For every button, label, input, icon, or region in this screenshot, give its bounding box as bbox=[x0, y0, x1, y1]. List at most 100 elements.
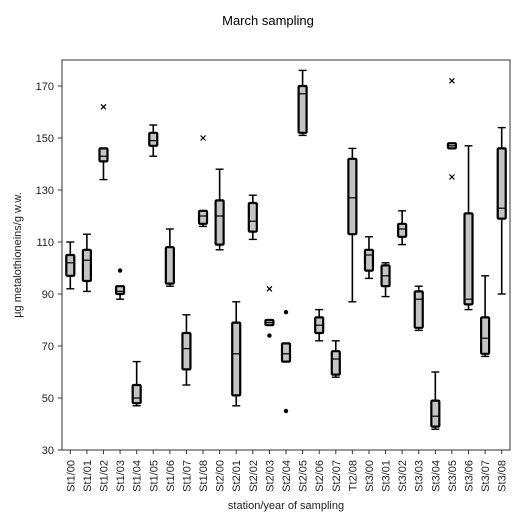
boxplot-St1/05 bbox=[148, 124, 159, 157]
boxplot-St2/07 bbox=[330, 340, 341, 378]
boxplot-St2/03 bbox=[264, 285, 275, 338]
x-tick-label: St1/00 bbox=[65, 460, 77, 492]
boxplot-St1/07 bbox=[181, 314, 192, 386]
boxplot-St2/05 bbox=[297, 69, 308, 137]
y-tick-label: 170 bbox=[36, 81, 54, 93]
outlier-cross-stroke bbox=[449, 174, 455, 180]
x-tick-label: St3/01 bbox=[381, 460, 393, 492]
boxplot-St3/06 bbox=[463, 145, 474, 311]
boxplot-St2/06 bbox=[314, 308, 325, 342]
boxplot-St1/00 bbox=[65, 241, 76, 290]
boxplot-Tt2/08 bbox=[347, 147, 358, 303]
box-iqr bbox=[363, 248, 375, 272]
y-tick-label: 90 bbox=[42, 289, 54, 301]
x-tick-label: Tt2/08 bbox=[347, 460, 359, 491]
outlier-dot bbox=[117, 268, 123, 273]
outlier-cross-stroke bbox=[200, 135, 206, 141]
boxplot-St3/07 bbox=[480, 275, 491, 358]
x-tick-label: St2/04 bbox=[281, 460, 293, 492]
x-tick-label: St3/08 bbox=[497, 460, 509, 492]
x-tick-label: St1/02 bbox=[98, 460, 110, 492]
box-iqr bbox=[231, 321, 242, 397]
box-iqr bbox=[397, 222, 408, 238]
box-iqr bbox=[164, 246, 175, 285]
box-iqr bbox=[480, 316, 491, 355]
x-tick-label: St3/04 bbox=[430, 460, 442, 492]
boxplot-St2/04 bbox=[280, 310, 292, 414]
x-tick-label: St1/04 bbox=[132, 460, 144, 492]
box-iqr bbox=[214, 199, 225, 246]
boxplot-St2/02 bbox=[247, 194, 258, 241]
x-tick-label: St2/02 bbox=[248, 460, 260, 492]
outlier-cross bbox=[200, 135, 206, 141]
boxplot-St3/03 bbox=[413, 285, 424, 332]
outlier-cross bbox=[266, 285, 273, 292]
x-tick-label: St2/06 bbox=[314, 460, 326, 492]
box-iqr bbox=[197, 209, 209, 225]
y-tick-label: 30 bbox=[42, 445, 54, 457]
outlier-dot bbox=[283, 310, 289, 315]
x-tick-label: St1/03 bbox=[115, 460, 127, 492]
x-tick-label: St3/00 bbox=[364, 460, 376, 492]
x-axis: St1/00 St1/01 St1/02 St1/03 St1/04 St1/05 St1/… bbox=[65, 450, 509, 492]
box-iqr bbox=[280, 342, 292, 363]
box-iqr bbox=[330, 350, 341, 376]
outlier-cross-stroke bbox=[100, 103, 107, 110]
outlier-cross-stroke bbox=[449, 77, 455, 84]
x-tick-label: St2/05 bbox=[298, 460, 310, 492]
y-tick-label: 130 bbox=[36, 185, 54, 197]
chart-title: March sampling bbox=[222, 13, 314, 28]
x-tick-label: St3/07 bbox=[480, 460, 492, 492]
x-tick-label: St1/05 bbox=[148, 460, 160, 492]
y-tick-label: 110 bbox=[36, 237, 54, 249]
box-iqr bbox=[496, 147, 507, 220]
outlier-cross-stroke bbox=[266, 285, 273, 292]
boxplot-St1/03 bbox=[114, 268, 126, 300]
x-tick-label: St2/03 bbox=[264, 460, 276, 492]
outlier-dot bbox=[267, 333, 272, 338]
box-iqr bbox=[131, 383, 142, 405]
x-tick-label: St2/00 bbox=[215, 460, 227, 492]
outlier-dot bbox=[283, 408, 289, 414]
boxplot-St3/01 bbox=[380, 262, 391, 298]
boxplot-St3/00 bbox=[363, 236, 375, 280]
boxes-group bbox=[65, 69, 507, 430]
x-tick-label: St3/02 bbox=[397, 460, 409, 492]
boxplot-St2/00 bbox=[214, 168, 225, 251]
box-iqr bbox=[347, 157, 358, 236]
box-iqr bbox=[430, 399, 441, 428]
box-iqr bbox=[181, 331, 192, 371]
y-tick-label: 70 bbox=[42, 341, 54, 353]
box-iqr bbox=[65, 253, 76, 277]
outlier-cross bbox=[100, 103, 107, 110]
box-iqr bbox=[81, 248, 92, 283]
y-tick-label: 150 bbox=[36, 133, 54, 145]
box-iqr bbox=[247, 201, 258, 233]
boxplot-St1/06 bbox=[164, 228, 175, 287]
x-tick-label: St1/01 bbox=[82, 460, 94, 492]
boxplot-St1/01 bbox=[81, 233, 92, 293]
y-tick-label: 50 bbox=[42, 393, 54, 405]
box-iqr bbox=[148, 131, 159, 147]
box-iqr bbox=[297, 84, 308, 134]
plot-frame bbox=[61, 59, 511, 451]
boxplot-St3/02 bbox=[397, 210, 408, 246]
boxplot-St1/08 bbox=[197, 135, 209, 228]
boxplot-St3/05 bbox=[446, 77, 458, 180]
x-axis-label: station/year of sampling bbox=[228, 500, 344, 512]
x-tick-label: St1/06 bbox=[165, 460, 177, 492]
y-axis-label: µg metalothioneins/g w.w. bbox=[12, 192, 24, 318]
box-iqr bbox=[463, 212, 474, 306]
x-tick-label: St2/01 bbox=[231, 460, 243, 492]
x-tick-label: St2/07 bbox=[331, 460, 343, 492]
y-axis: 30 50 70 90 110 130 150 170 bbox=[36, 81, 62, 457]
boxplot-St3/08 bbox=[496, 126, 507, 295]
x-tick-label: St1/08 bbox=[198, 460, 210, 492]
boxplot-St1/02 bbox=[98, 103, 109, 181]
x-tick-label: St3/06 bbox=[464, 460, 476, 492]
box-iqr bbox=[413, 290, 424, 329]
x-tick-label: St3/03 bbox=[414, 460, 426, 492]
box-iqr bbox=[114, 285, 126, 296]
x-tick-label: St1/07 bbox=[181, 460, 193, 492]
